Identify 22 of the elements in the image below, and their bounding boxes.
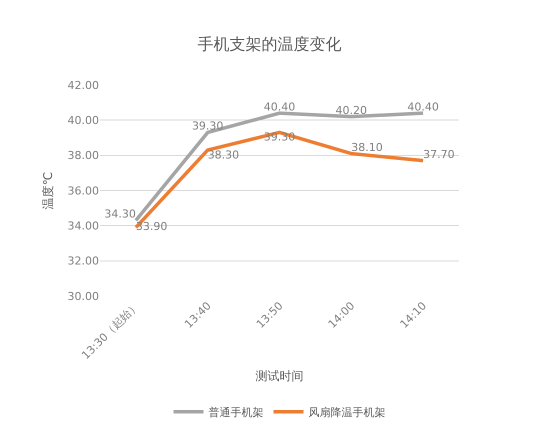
- data-label: 37.70: [423, 148, 455, 161]
- data-label: 40.40: [407, 100, 439, 114]
- data-label: 39.30: [192, 120, 224, 133]
- legend-label: 风扇降温手机架: [308, 406, 386, 420]
- x-axis-title: 测试时间: [256, 368, 304, 383]
- y-tick-label: 42.00: [68, 78, 99, 92]
- chart-title: 手机支架的温度变化: [198, 34, 342, 54]
- data-label: 38.10: [351, 140, 383, 154]
- data-label: 34.30: [104, 208, 136, 221]
- y-tick-label: 40.00: [68, 114, 99, 128]
- line-series: [134, 130, 425, 230]
- y-axis-title: 温度℃: [40, 172, 55, 210]
- y-tick-label: 34.00: [68, 220, 99, 233]
- y-tick-label: 36.00: [68, 184, 99, 198]
- y-tick-label: 38.00: [68, 149, 99, 162]
- data-label: 33.90: [136, 220, 168, 234]
- y-tick-label: 30.00: [68, 290, 99, 303]
- y-tick-label: 32.00: [68, 254, 99, 268]
- data-label: 40.20: [336, 104, 368, 117]
- legend-label: 普通手机架: [208, 406, 264, 420]
- data-label: 40.40: [264, 100, 296, 114]
- data-label: 38.30: [208, 148, 240, 162]
